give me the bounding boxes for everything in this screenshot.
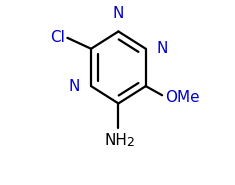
Text: N: N	[157, 41, 168, 56]
Text: N: N	[69, 79, 80, 94]
Text: N: N	[113, 6, 124, 21]
Text: Cl: Cl	[50, 30, 65, 45]
Text: 2: 2	[126, 136, 133, 149]
Text: OMe: OMe	[165, 90, 200, 105]
Text: NH: NH	[105, 133, 128, 148]
